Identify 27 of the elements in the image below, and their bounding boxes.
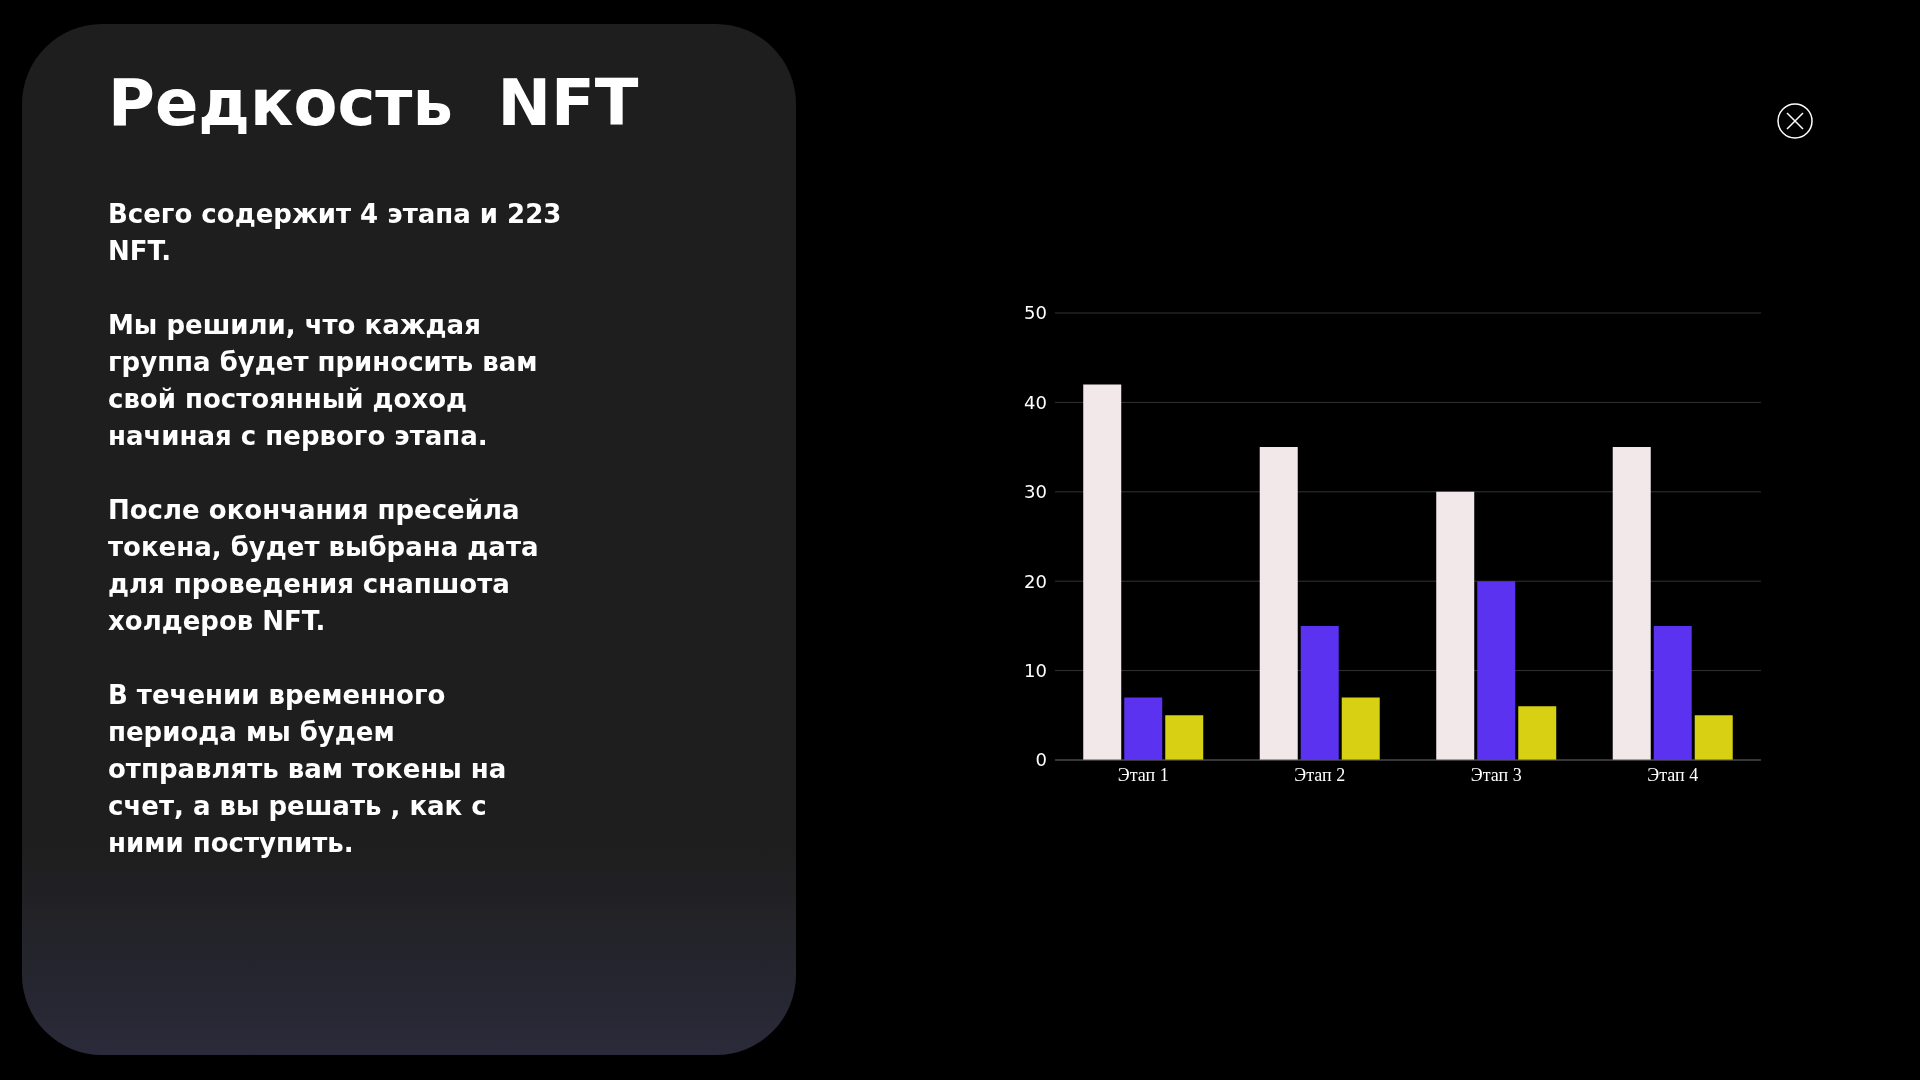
y-tick-label: 40 <box>1024 391 1047 413</box>
bar <box>1124 697 1163 760</box>
y-tick-label: 50 <box>1024 302 1047 324</box>
x-tick-label: Этап 2 <box>1294 764 1346 785</box>
bar <box>1477 581 1516 760</box>
y-tick-label: 20 <box>1024 570 1047 592</box>
bar <box>1259 447 1298 760</box>
bar <box>1694 715 1733 760</box>
bar <box>1300 625 1339 760</box>
bar <box>1653 625 1692 760</box>
text: После окончания пресейла токена, будет выбрана дата для проведения снапшота холдеров NFT. <box>108 494 540 638</box>
text: Редкость NFT <box>108 66 639 140</box>
x-tick-label: Этап 3 <box>1470 764 1522 785</box>
text: В течении временного периода мы будем отправлять вам токены на счет, а вы решать , как с ними поступить. <box>108 679 508 860</box>
x-tick-label: Этап 4 <box>1647 764 1699 785</box>
bar <box>1341 697 1380 760</box>
y-tick-label: 30 <box>1024 481 1047 503</box>
bar <box>1083 384 1122 760</box>
bar <box>1518 706 1557 760</box>
text: Мы решили, что каждая группа будет приносить вам свой постоянный доход начиная с первого этапа. <box>108 309 539 453</box>
x-tick-label: Этап 1 <box>1117 764 1169 785</box>
bar <box>1612 447 1651 760</box>
bar <box>1436 491 1475 760</box>
bar <box>1165 715 1204 760</box>
y-tick-label: 10 <box>1024 659 1047 681</box>
text: Всего содержит 4 этапа и 223 NFT. <box>108 198 563 268</box>
y-tick-label: 0 <box>1035 749 1047 771</box>
